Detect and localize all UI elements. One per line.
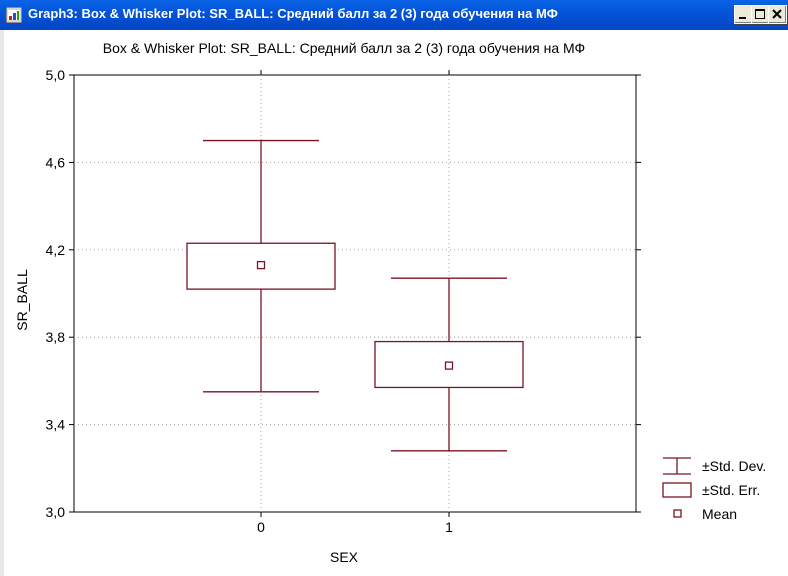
window-title: Graph3: Box & Whisker Plot: SR_BALL: Сре… [28, 6, 558, 21]
y-tick-label: 5,0 [46, 67, 66, 83]
legend-mean-icon [673, 509, 682, 518]
marks-layer [186, 139, 524, 452]
plot-frame [73, 74, 637, 513]
legend-label: ±Std. Err. [702, 482, 760, 498]
x-axis-label: SEX [330, 549, 359, 565]
app-icon[interactable] [6, 7, 22, 23]
x-tick-label: 0 [257, 519, 265, 535]
legend-box-icon [662, 482, 692, 498]
box-whisker-chart: Box & Whisker Plot: SR_BALL: Средний бал… [14, 40, 766, 565]
chart-area: Box & Whisker Plot: SR_BALL: Средний бал… [0, 30, 788, 576]
mean-marker [256, 260, 266, 270]
y-tick-label: 3,4 [46, 417, 66, 433]
grid-layer [74, 75, 636, 512]
y-tick-label: 3,0 [46, 504, 66, 520]
maximize-button[interactable] [751, 5, 770, 24]
maximize-icon [755, 9, 765, 19]
close-button[interactable] [768, 5, 787, 24]
window-left-border [0, 30, 4, 576]
legend-label: Mean [702, 506, 737, 522]
mean-marker [444, 361, 454, 370]
y-tick-label: 4,2 [46, 242, 66, 258]
y-tick-label: 3,8 [46, 329, 66, 345]
legend: ±Std. Dev. ±Std. Err. Mean [662, 457, 766, 522]
x-tick-label: 1 [445, 519, 453, 535]
legend-label: ±Std. Dev. [702, 458, 766, 474]
axis-layer: 3,0 3,4 3,8 4,2 4,6 5,0 0 1 [46, 67, 641, 535]
close-icon [772, 9, 782, 19]
window-titlebar[interactable]: Graph3: Box & Whisker Plot: SR_BALL: Сре… [0, 0, 788, 30]
chart-title: Box & Whisker Plot: SR_BALL: Средний бал… [103, 40, 585, 56]
minimize-icon [739, 17, 746, 19]
y-axis-label: SR_BALL [14, 269, 30, 331]
y-tick-label: 4,6 [46, 154, 66, 170]
